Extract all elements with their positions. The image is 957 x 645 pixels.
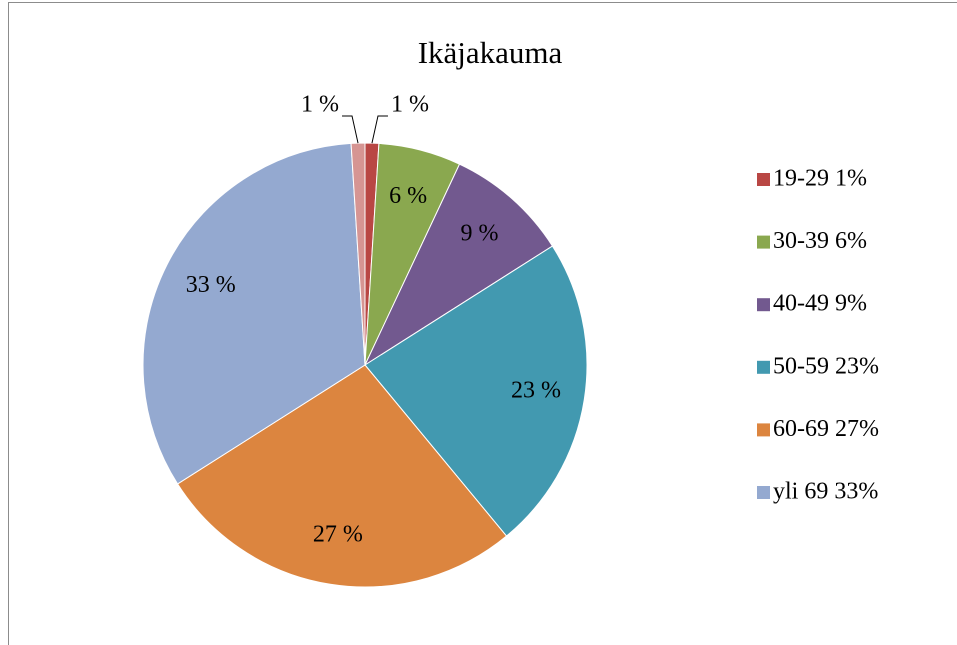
- data-label: 1 %: [301, 92, 339, 118]
- data-label: 6 %: [389, 183, 427, 209]
- data-label: 33 %: [186, 272, 236, 298]
- leader-line: [342, 115, 359, 144]
- pie-slice: [176, 364, 508, 588]
- legend-label: 60-69 27%: [773, 416, 879, 442]
- leader-line: [371, 115, 388, 144]
- legend-swatch: [757, 173, 770, 186]
- legend-label: yli 69 33%: [773, 479, 878, 505]
- pie-slice: [364, 245, 588, 537]
- legend-swatch: [757, 360, 770, 374]
- legend-label: 50-59 23%: [773, 353, 879, 379]
- data-label: 9 %: [461, 221, 499, 247]
- pie-slice: [363, 163, 554, 367]
- legend-swatch: [757, 298, 770, 312]
- data-label: 27 %: [313, 522, 363, 548]
- legend-label: 30-39 6%: [773, 228, 867, 254]
- legend-label: 19-29 1%: [773, 166, 867, 192]
- legend-label: 40-49 9%: [773, 291, 867, 317]
- pie-slice: [350, 142, 366, 366]
- pie-slice: [142, 142, 366, 485]
- chart-title: Ikäjakauma: [418, 35, 563, 70]
- legend-swatch: [757, 235, 770, 249]
- legend-swatch: [757, 486, 770, 499]
- legend-swatch: [757, 423, 770, 437]
- data-label: 23 %: [511, 378, 561, 404]
- data-label: 1 %: [391, 92, 429, 118]
